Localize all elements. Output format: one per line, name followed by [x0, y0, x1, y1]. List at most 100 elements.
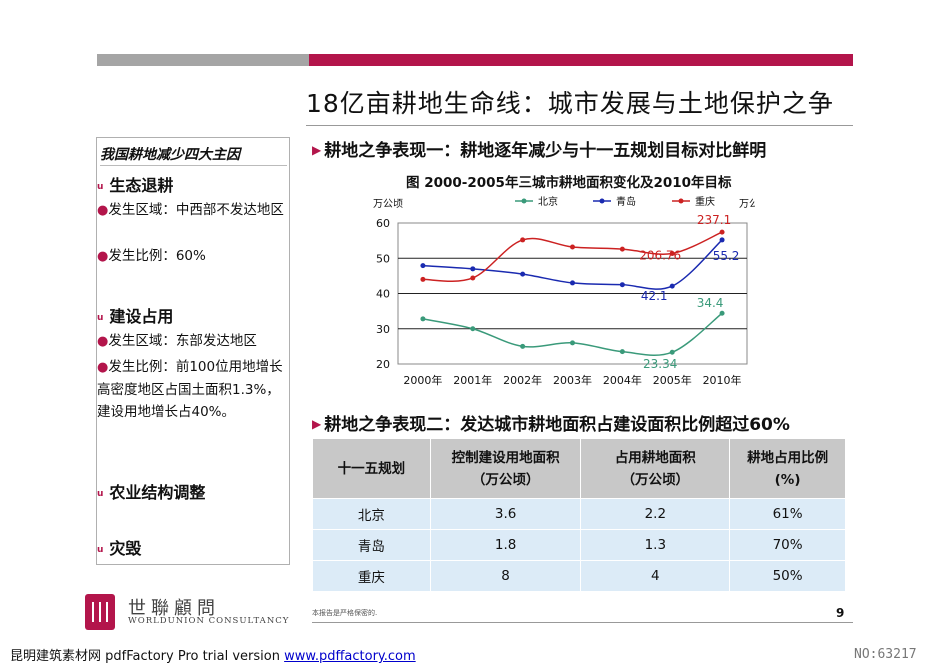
data-label: 55.2	[713, 249, 740, 263]
cause-title-text: 生态退耕	[109, 176, 174, 195]
page-title: 18亿亩耕地生命线：城市发展与土地保护之争	[306, 89, 834, 118]
table-cell: 61%	[729, 498, 846, 530]
legend-marker	[521, 198, 527, 204]
cause-detail-text: 发生区域：东部发达地区	[108, 333, 257, 349]
pdf-watermark-text: 昆明建筑素材网 pdfFactory Pro trial version www…	[10, 645, 416, 664]
table-cell: 50%	[729, 560, 846, 592]
x-tick-label: 2005年	[653, 373, 692, 387]
data-point	[470, 266, 476, 272]
y-left-axis-label: 万公顷	[373, 198, 403, 210]
square-bullet-icon: u	[97, 489, 104, 499]
triangle-bullet-icon: ▶	[312, 143, 322, 157]
watermark-label: 昆明建筑素材网 pdfFactory Pro trial version	[10, 649, 285, 664]
cause-detail-text: 发生比例：前100位用地增长高密度地区占国土面积1.3%，建设用地增长占40%。	[97, 359, 283, 420]
x-tick-label: 2004年	[603, 373, 642, 387]
table-cell: 70%	[729, 529, 846, 561]
dot-bullet-icon: ●	[97, 203, 109, 218]
section2-heading-text: 耕地之争表现二：发达城市耕地面积占建设面积比例超过60%	[324, 415, 790, 435]
table-cell: 3.6	[429, 498, 582, 530]
square-bullet-icon: u	[97, 182, 104, 192]
accent-bar-gray	[97, 54, 309, 66]
legend-marker	[678, 198, 684, 204]
y-right-axis-label: 万公顷	[739, 198, 755, 210]
table-row: 青岛 1.8 1.3 70%	[312, 529, 846, 561]
table-cell: 1.3	[580, 529, 731, 561]
square-bullet-icon: u	[97, 545, 104, 555]
data-point	[570, 340, 575, 346]
table-header-cell: 占用耕地面积 （万公顷）	[580, 438, 731, 499]
title-divider	[306, 125, 853, 126]
table-header-cell: 耕地占用比例 (%)	[729, 438, 846, 499]
cause-title-text: 农业结构调整	[109, 483, 206, 502]
section1-heading-text: 耕地之争表现一：耕地逐年减少与十一五规划目标对比鲜明	[324, 141, 767, 161]
data-point	[619, 349, 625, 355]
cause-detail-text: 发生比例：60%	[108, 248, 206, 264]
causes-heading: 我国耕地减少四大主因	[100, 147, 240, 163]
legend-marker	[599, 198, 605, 204]
confidential-footnote: 本报告是严格保密的.	[312, 609, 378, 617]
data-label: 206.76	[639, 248, 681, 262]
cause-title-text: 灾毁	[109, 539, 142, 558]
x-tick-label: 2001年	[453, 373, 492, 387]
cause-detail: ●发生比例：60%	[97, 245, 285, 268]
cause-title: u 建设占用	[97, 303, 173, 327]
document-id-label: NO:63217	[854, 647, 917, 662]
x-tick-label: 2010年	[703, 373, 742, 387]
cause-detail: ●发生区域：中西部不发达地区	[97, 199, 285, 222]
data-point	[619, 246, 625, 252]
table-row: 重庆 8 4 50%	[312, 560, 846, 592]
data-point	[719, 229, 725, 235]
data-point	[719, 237, 725, 243]
data-point	[470, 326, 476, 332]
legend-label: 青岛	[616, 195, 636, 208]
legend-label: 北京	[538, 195, 558, 208]
y-left-tick-label: 30	[376, 323, 390, 336]
x-tick-label: 2003年	[553, 373, 592, 387]
cause-title: u 农业结构调整	[97, 479, 205, 503]
worldunion-logo-icon	[85, 594, 115, 630]
data-point	[470, 275, 476, 281]
accent-bar-red	[309, 54, 853, 66]
data-point	[420, 276, 426, 282]
table-cell: 北京	[312, 498, 431, 530]
causes-panel: 我国耕地减少四大主因 u 生态退耕 ●发生区域：中西部不发达地区 ●发生比例：60% u…	[96, 137, 290, 565]
square-bullet-icon: u	[97, 313, 104, 323]
chart-title: 图 2000-2005年三城市耕地面积变化及2010年目标	[406, 175, 732, 191]
data-point	[420, 316, 426, 322]
data-point	[570, 244, 575, 250]
data-point	[520, 343, 526, 349]
x-tick-label: 2000年	[403, 373, 442, 387]
dot-bullet-icon: ●	[97, 360, 109, 375]
x-tick-label: 2002年	[503, 373, 542, 387]
table-row: 北京 3.6 2.2 61%	[312, 498, 846, 530]
y-left-tick-label: 40	[376, 288, 390, 301]
section2-heading: ▶ 耕地之争表现二：发达城市耕地面积占建设面积比例超过60%	[312, 410, 790, 435]
cause-title: u 灾毁	[97, 535, 141, 559]
data-label: 42.1	[641, 289, 668, 303]
triangle-bullet-icon: ▶	[312, 417, 322, 431]
y-left-tick-label: 50	[376, 252, 390, 265]
data-point	[420, 263, 426, 269]
legend-label: 重庆	[695, 195, 715, 208]
data-point	[619, 282, 625, 288]
data-point	[520, 237, 526, 243]
table-body: 北京 3.6 2.2 61% 青岛 1.8 1.3 70% 重庆 8 4 50%	[312, 498, 846, 592]
top-accent-bar	[97, 54, 853, 66]
pdffactory-link[interactable]: www.pdffactory.com	[284, 649, 416, 664]
data-point	[520, 271, 526, 277]
table-cell: 重庆	[312, 560, 431, 592]
dot-bullet-icon: ●	[97, 334, 109, 349]
data-point	[570, 280, 575, 286]
section1-heading: ▶ 耕地之争表现一：耕地逐年减少与十一五规划目标对比鲜明	[312, 136, 766, 161]
brand-name-en: WORLDUNION CONSULTANCY	[128, 616, 290, 626]
data-label: 23.34	[643, 357, 677, 371]
cause-title-text: 建设占用	[109, 307, 174, 326]
table-cell: 4	[580, 560, 731, 592]
land-use-table: 十一五规划 控制建设用地面积 （万公顷） 占用耕地面积 （万公顷） 耕地占用比例 (%) 北…	[312, 438, 846, 592]
table-cell: 青岛	[312, 529, 431, 561]
data-point	[669, 250, 675, 256]
data-point	[719, 310, 725, 316]
data-point	[669, 283, 675, 289]
table-cell: 8	[429, 560, 582, 592]
cause-detail: ●发生比例：前100位用地增长高密度地区占国土面积1.3%，建设用地增长占40%…	[97, 356, 285, 423]
